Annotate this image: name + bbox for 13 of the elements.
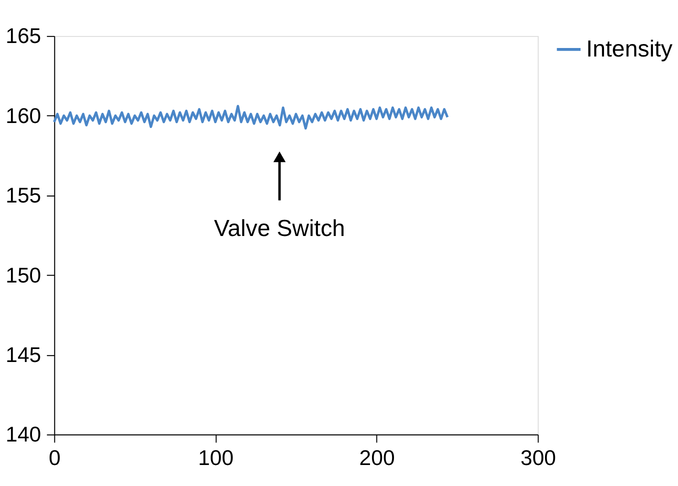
y-tick-label: 160: [6, 104, 42, 128]
x-tick-label: 100: [198, 446, 234, 470]
y-tick-label: 150: [6, 263, 42, 288]
x-tick-label: 200: [359, 446, 395, 470]
x-tick-label: 0: [48, 446, 61, 470]
y-tick-label: 145: [6, 342, 42, 367]
y-tick-label: 155: [6, 184, 42, 208]
y-tick-label: 140: [6, 422, 42, 447]
y-tick-label: 165: [6, 24, 42, 48]
legend-label: Intensity: [586, 35, 673, 62]
annotation: Valve Switch: [214, 215, 346, 242]
x-tick-label: 300: [520, 446, 556, 470]
line-series: [52, 104, 449, 130]
